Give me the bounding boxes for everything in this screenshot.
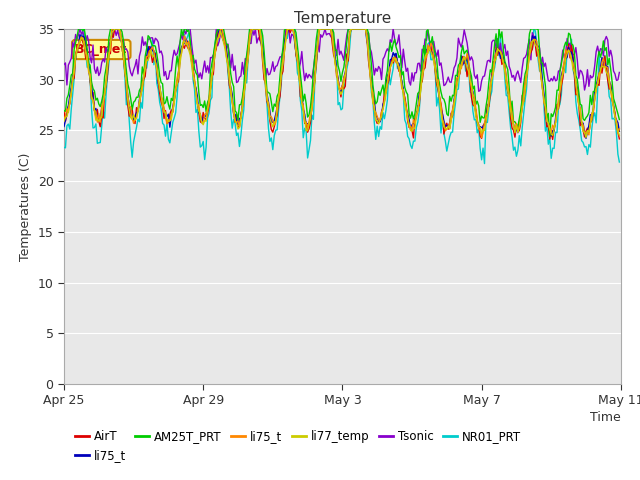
Title: Temperature: Temperature (294, 11, 391, 26)
Y-axis label: Temperatures (C): Temperatures (C) (19, 152, 32, 261)
Text: BC_met: BC_met (75, 43, 127, 56)
Legend: AirT, li75_t, AM25T_PRT, li75_t, li77_temp, Tsonic, NR01_PRT: AirT, li75_t, AM25T_PRT, li75_t, li77_te… (70, 425, 525, 467)
Text: Time: Time (590, 411, 621, 424)
